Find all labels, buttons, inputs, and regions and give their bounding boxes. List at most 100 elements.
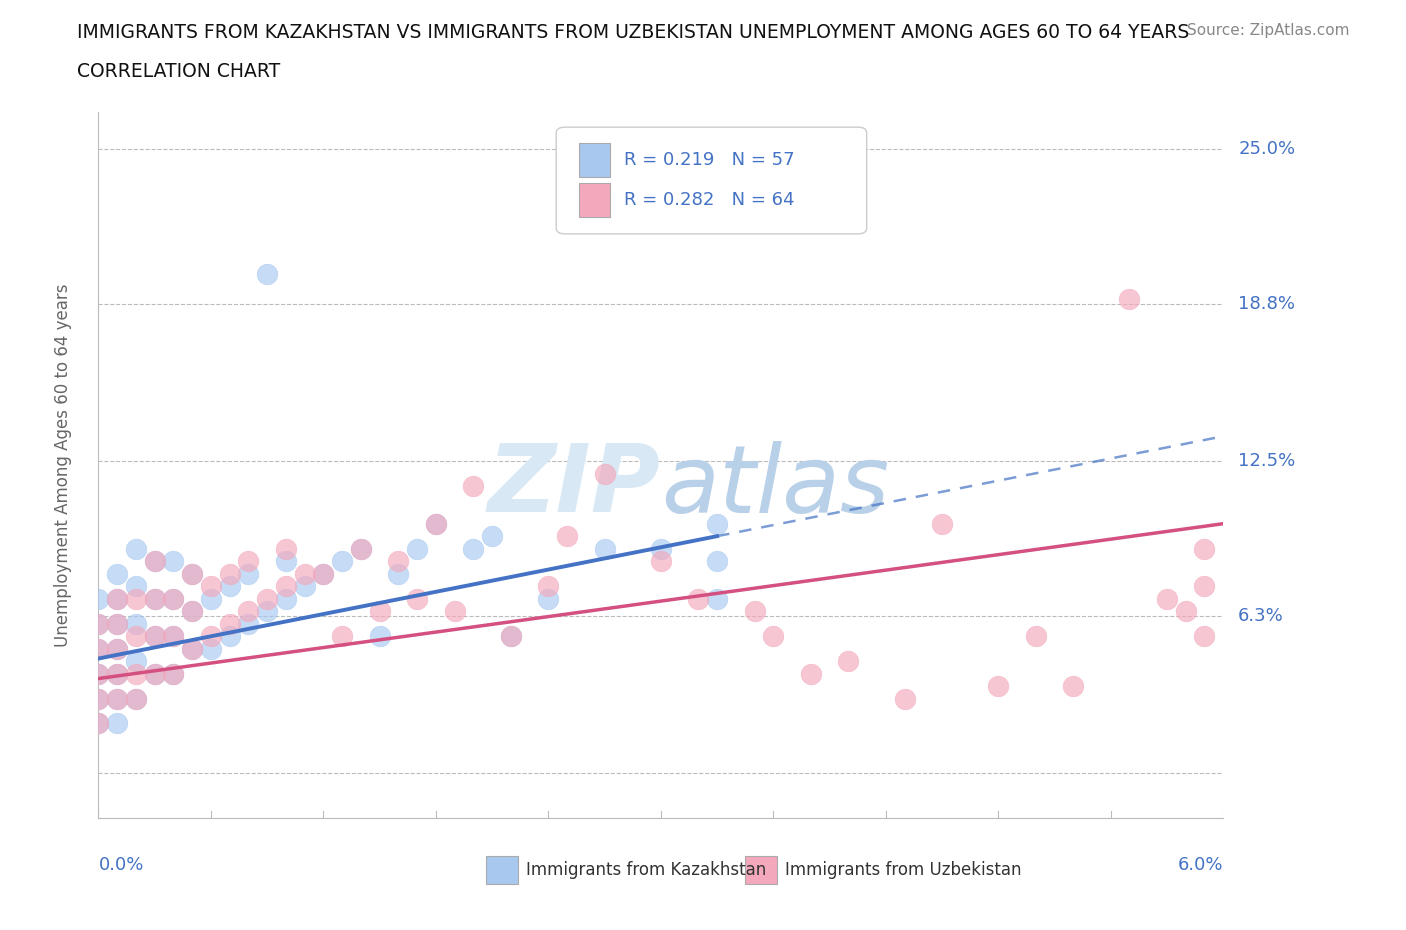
Point <box>125 617 148 631</box>
Text: Immigrants from Kazakhstan: Immigrants from Kazakhstan <box>526 861 766 879</box>
Point <box>181 566 204 581</box>
Point <box>162 666 184 681</box>
Point <box>105 617 128 631</box>
Text: IMMIGRANTS FROM KAZAKHSTAN VS IMMIGRANTS FROM UZBEKISTAN UNEMPLOYMENT AMONG AGES: IMMIGRANTS FROM KAZAKHSTAN VS IMMIGRANTS… <box>77 23 1189 42</box>
Point <box>1156 591 1178 606</box>
Point <box>87 641 110 656</box>
Text: 0.0%: 0.0% <box>98 856 143 874</box>
Text: CORRELATION CHART: CORRELATION CHART <box>77 62 281 81</box>
Text: R = 0.219   N = 57: R = 0.219 N = 57 <box>624 151 794 168</box>
Point <box>105 716 128 731</box>
Point <box>330 553 353 568</box>
Point <box>87 666 110 681</box>
Text: Immigrants from Uzbekistan: Immigrants from Uzbekistan <box>785 861 1021 879</box>
Point <box>162 591 184 606</box>
Point <box>256 267 278 282</box>
FancyBboxPatch shape <box>486 856 517 884</box>
Point <box>650 541 672 556</box>
Point <box>105 641 128 656</box>
Point <box>593 541 616 556</box>
Point <box>294 578 316 593</box>
Point <box>162 629 184 644</box>
Point <box>688 591 710 606</box>
Point <box>256 591 278 606</box>
Point <box>218 629 240 644</box>
Point <box>105 691 128 706</box>
Point <box>125 691 148 706</box>
Point <box>87 591 110 606</box>
Point <box>87 716 110 731</box>
Point <box>499 629 522 644</box>
Point <box>105 691 128 706</box>
Point <box>143 629 166 644</box>
Point <box>1194 629 1216 644</box>
Point <box>143 553 166 568</box>
Point <box>1194 578 1216 593</box>
Point <box>350 541 373 556</box>
Point <box>105 666 128 681</box>
Point <box>105 617 128 631</box>
Point <box>218 617 240 631</box>
Point <box>238 604 260 618</box>
Point <box>312 566 335 581</box>
FancyBboxPatch shape <box>579 183 610 217</box>
Text: 25.0%: 25.0% <box>1239 140 1295 158</box>
Point <box>238 553 260 568</box>
FancyBboxPatch shape <box>579 142 610 177</box>
Point <box>125 591 148 606</box>
Point <box>312 566 335 581</box>
Point <box>238 617 260 631</box>
Point <box>368 604 391 618</box>
Point <box>387 553 409 568</box>
Point <box>1194 541 1216 556</box>
Point <box>762 629 785 644</box>
Point <box>87 716 110 731</box>
Point <box>125 666 148 681</box>
Point <box>105 591 128 606</box>
Point <box>537 591 560 606</box>
Point <box>893 691 915 706</box>
Point <box>143 553 166 568</box>
Point <box>181 641 204 656</box>
Text: ZIP: ZIP <box>488 440 661 532</box>
Point <box>125 691 148 706</box>
Point <box>162 666 184 681</box>
Point <box>181 604 204 618</box>
Point <box>987 679 1010 694</box>
Point <box>87 641 110 656</box>
Point <box>706 516 728 531</box>
Point <box>105 641 128 656</box>
Point <box>274 541 297 556</box>
Point <box>200 641 222 656</box>
Text: 12.5%: 12.5% <box>1239 452 1295 471</box>
Point <box>143 666 166 681</box>
Point <box>274 578 297 593</box>
Point <box>143 591 166 606</box>
Point <box>800 666 823 681</box>
Point <box>143 629 166 644</box>
Point <box>200 578 222 593</box>
Text: Source: ZipAtlas.com: Source: ZipAtlas.com <box>1187 23 1350 38</box>
Point <box>181 566 204 581</box>
Point <box>425 516 447 531</box>
Point <box>706 553 728 568</box>
Text: 18.8%: 18.8% <box>1239 295 1295 312</box>
Point <box>125 654 148 669</box>
Point <box>274 553 297 568</box>
FancyBboxPatch shape <box>557 127 866 233</box>
Point <box>650 553 672 568</box>
Point <box>181 604 204 618</box>
Point <box>125 629 148 644</box>
Point <box>688 192 710 206</box>
Point <box>593 466 616 481</box>
Point <box>1062 679 1084 694</box>
Point <box>87 666 110 681</box>
Text: R = 0.282   N = 64: R = 0.282 N = 64 <box>624 191 794 209</box>
Point <box>1025 629 1047 644</box>
Point <box>125 541 148 556</box>
Point <box>555 529 578 544</box>
Point <box>274 591 297 606</box>
Point <box>218 566 240 581</box>
Point <box>744 604 766 618</box>
Point <box>406 541 429 556</box>
